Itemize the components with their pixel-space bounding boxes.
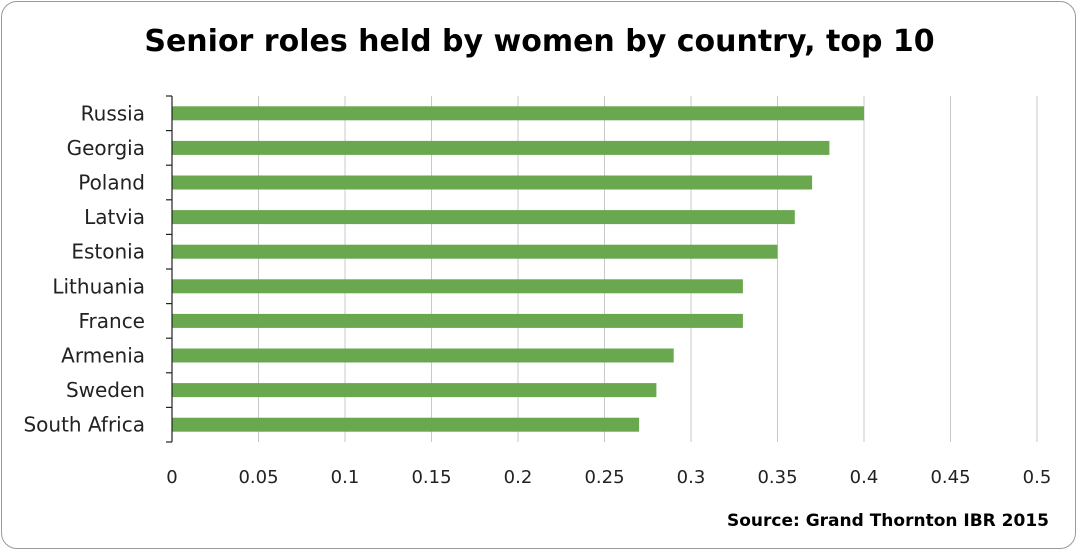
bar-france xyxy=(172,313,743,328)
bars xyxy=(172,106,864,432)
bar-estonia xyxy=(172,244,778,259)
x-tick-label: 0.4 xyxy=(850,467,879,488)
category-label: South Africa xyxy=(23,413,145,437)
category-label: Russia xyxy=(81,101,145,125)
bar-russia xyxy=(172,106,864,121)
labels: 0 0.05 0.1 0.15 0.2 0.25 0.3 0.35 0.4 0.45 0.5 Russ… xyxy=(23,101,1051,488)
x-tick-label: 0.25 xyxy=(584,467,624,488)
x-tick-label: 0.2 xyxy=(504,467,533,488)
category-label: France xyxy=(78,309,145,333)
x-tick-label: 0.45 xyxy=(930,467,970,488)
x-tick-label: 0.5 xyxy=(1023,467,1052,488)
category-label: Estonia xyxy=(71,240,145,264)
source-note: Source: Grand Thornton IBR 2015 xyxy=(726,511,1049,531)
x-tick-label: 0.05 xyxy=(238,467,278,488)
x-tick-label: 0.3 xyxy=(677,467,706,488)
bar-armenia xyxy=(172,348,674,363)
category-label: Georgia xyxy=(67,136,145,160)
x-tick-label: 0.1 xyxy=(331,467,360,488)
category-label: Sweden xyxy=(66,378,145,402)
bar-sweden xyxy=(172,383,657,398)
bar-latvia xyxy=(172,210,795,225)
bar-lithuania xyxy=(172,279,743,294)
x-tick-label: 0.35 xyxy=(757,467,797,488)
x-tick-label: 0.15 xyxy=(411,467,451,488)
category-label: Latvia xyxy=(84,205,145,229)
category-label: Armenia xyxy=(61,344,145,368)
bar-poland xyxy=(172,175,813,190)
bar-georgia xyxy=(172,140,830,155)
chart-title: Senior roles held by women by country, t… xyxy=(144,24,935,59)
axes xyxy=(166,95,173,443)
bar-south-africa xyxy=(172,417,640,432)
x-tick-label: 0 xyxy=(166,467,177,488)
category-label: Lithuania xyxy=(52,274,145,298)
category-label: Poland xyxy=(78,171,145,195)
